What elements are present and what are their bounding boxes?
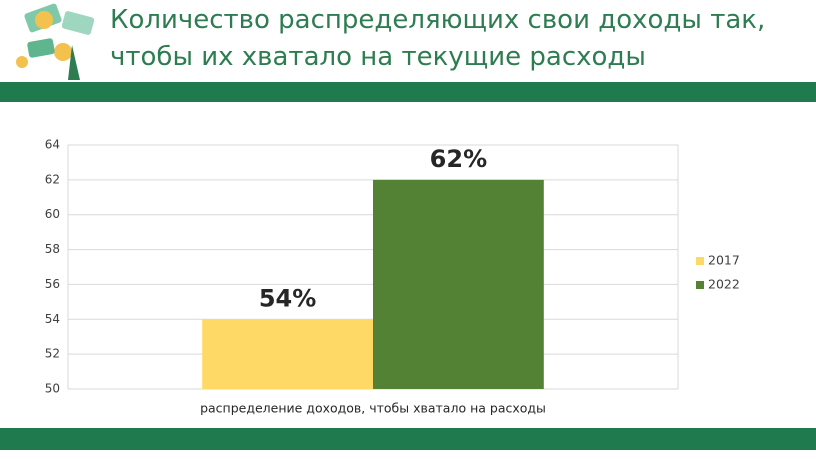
y-tick-label: 60 — [45, 207, 60, 221]
value-label: 54% — [259, 284, 316, 312]
coin — [35, 11, 53, 29]
y-tick-label: 58 — [45, 242, 60, 256]
bottom-band — [0, 428, 816, 450]
x-tick-label: распределение доходов, чтобы хватало на … — [200, 401, 546, 416]
figure — [68, 45, 80, 80]
banknote — [27, 38, 55, 58]
banknote — [61, 11, 95, 35]
coin — [54, 43, 72, 61]
y-tick-label: 54 — [45, 312, 60, 326]
y-tick-label: 56 — [45, 277, 60, 291]
money-icon — [16, 3, 95, 80]
bar — [373, 179, 544, 389]
y-tick-label: 62 — [45, 172, 60, 186]
legend-label: 2017 — [708, 253, 740, 268]
y-tick-label: 50 — [45, 382, 60, 396]
legend-label: 2022 — [708, 277, 740, 292]
top-band — [0, 82, 816, 102]
y-tick-label: 64 — [45, 138, 60, 152]
coin — [16, 56, 28, 68]
value-label: 62% — [430, 145, 487, 173]
slide-title: Количество распределяющих свои доходы та… — [110, 5, 766, 72]
y-tick-label: 52 — [45, 347, 60, 361]
bar — [202, 319, 373, 389]
legend-swatch — [696, 257, 704, 265]
legend-swatch — [696, 281, 704, 289]
